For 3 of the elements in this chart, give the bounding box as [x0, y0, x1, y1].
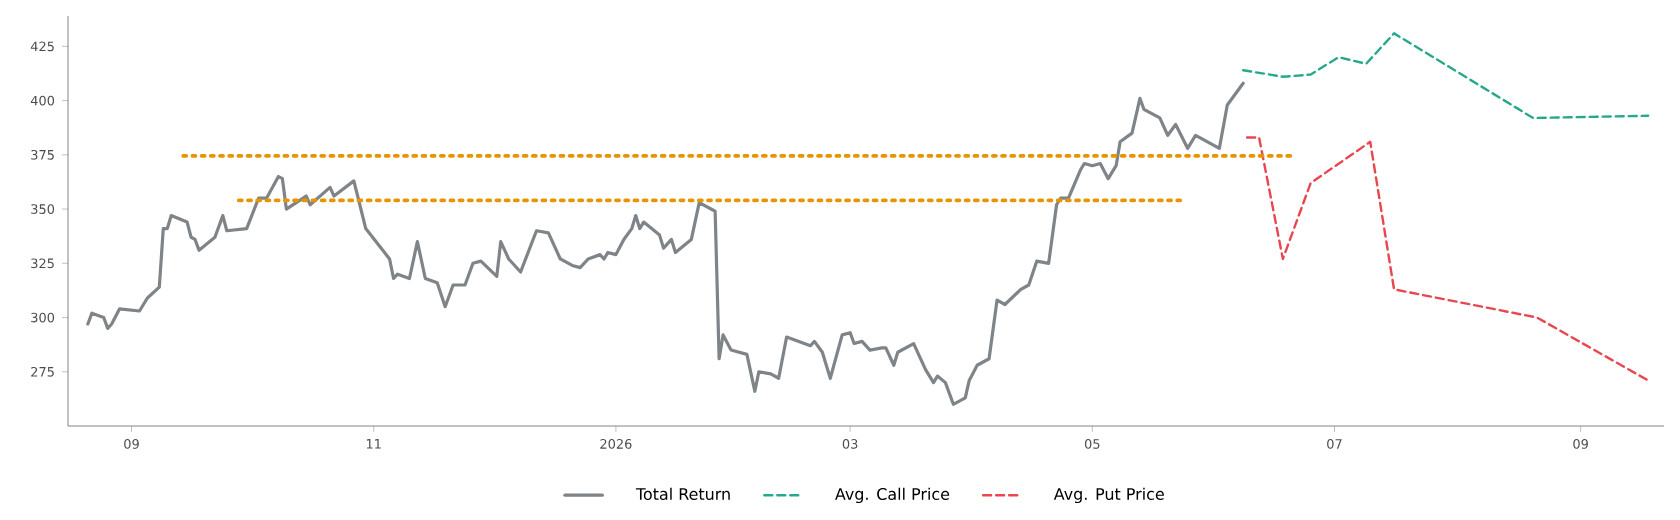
line-series	[86, 81, 1245, 406]
line-series	[1241, 32, 1650, 120]
line-series	[1245, 136, 1650, 382]
